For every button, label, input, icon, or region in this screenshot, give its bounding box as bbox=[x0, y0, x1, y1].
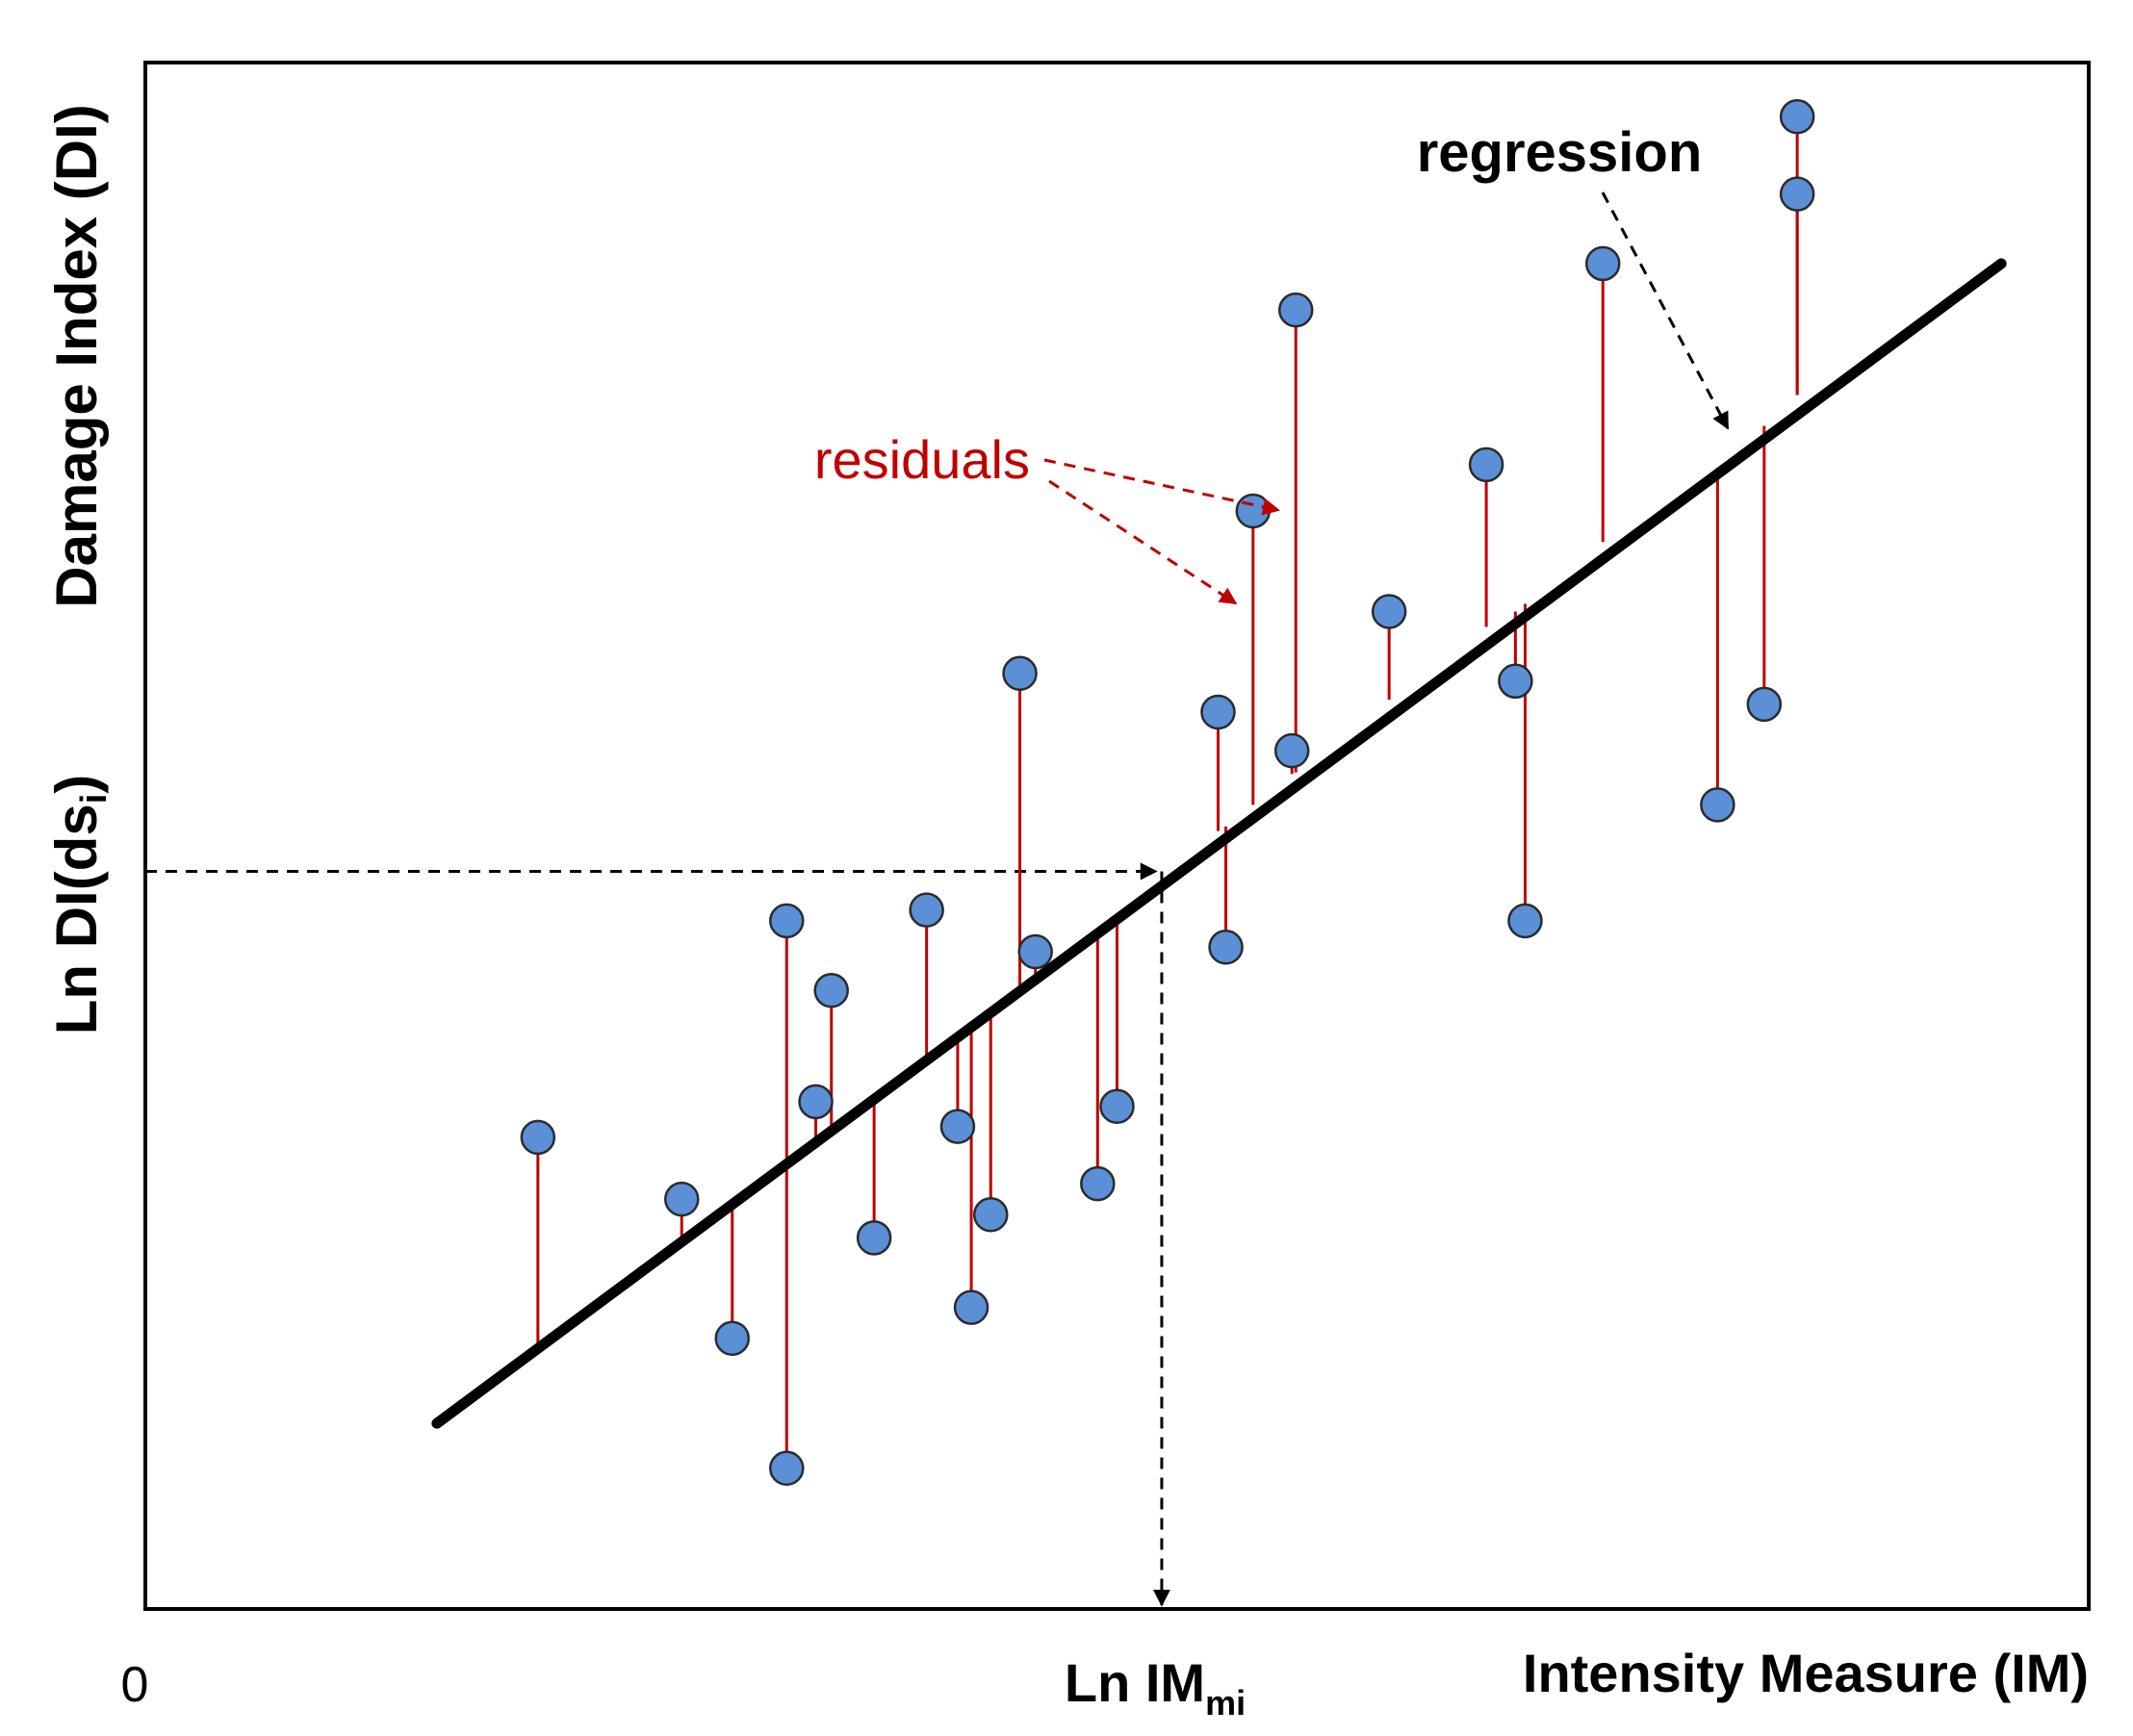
residuals-arrow-lower bbox=[1048, 479, 1238, 605]
guide-lines bbox=[145, 862, 1170, 1607]
data-point bbox=[1002, 655, 1038, 692]
data-point bbox=[939, 1109, 976, 1144]
data-point bbox=[798, 1084, 834, 1120]
plot-frame bbox=[143, 61, 2091, 1611]
data-point bbox=[856, 1220, 892, 1256]
data-point bbox=[1200, 694, 1236, 730]
data-point bbox=[1468, 447, 1504, 483]
data-point bbox=[1507, 903, 1543, 939]
data-point bbox=[1779, 98, 1815, 135]
data-point bbox=[1017, 933, 1053, 970]
y-marker-label: Ln DI(dsi) bbox=[44, 775, 115, 1035]
data-point bbox=[1208, 929, 1244, 965]
data-point bbox=[1779, 176, 1815, 212]
data-point bbox=[1371, 594, 1407, 629]
regression-line bbox=[431, 258, 2007, 1429]
x-marker-label: Ln IMmi bbox=[1065, 1652, 1246, 1723]
annotation-arrows bbox=[1043, 191, 1730, 605]
x-axis-title: Intensity Measure (IM) bbox=[1523, 1643, 2089, 1703]
regression-arrow bbox=[1601, 191, 1730, 430]
residuals-arrow-upper bbox=[1043, 458, 1281, 516]
data-point bbox=[1585, 245, 1621, 282]
data-point bbox=[769, 1450, 805, 1487]
data-point bbox=[953, 1289, 989, 1325]
residual-lines bbox=[536, 116, 1799, 1468]
data-points bbox=[520, 98, 1815, 1487]
data-point bbox=[1746, 686, 1783, 723]
data-point bbox=[1700, 787, 1735, 823]
data-point bbox=[973, 1196, 1009, 1233]
regression-annotation: regression bbox=[1417, 121, 1703, 184]
residuals-annotation: residuals bbox=[814, 429, 1030, 490]
data-point bbox=[769, 903, 805, 939]
data-point bbox=[1277, 292, 1314, 328]
data-point bbox=[813, 972, 849, 1008]
data-point bbox=[1080, 1165, 1116, 1202]
data-point bbox=[663, 1181, 700, 1217]
data-point bbox=[1099, 1088, 1135, 1124]
data-point bbox=[1235, 493, 1272, 529]
data-point bbox=[1498, 663, 1533, 700]
data-point bbox=[909, 892, 944, 928]
data-point bbox=[714, 1320, 750, 1357]
y-axis-title: Damage Index (DI) bbox=[44, 104, 109, 607]
data-point bbox=[1273, 732, 1310, 769]
regression-line-group bbox=[431, 258, 2007, 1429]
data-point bbox=[520, 1119, 556, 1156]
x-origin-label: 0 bbox=[121, 1657, 149, 1713]
